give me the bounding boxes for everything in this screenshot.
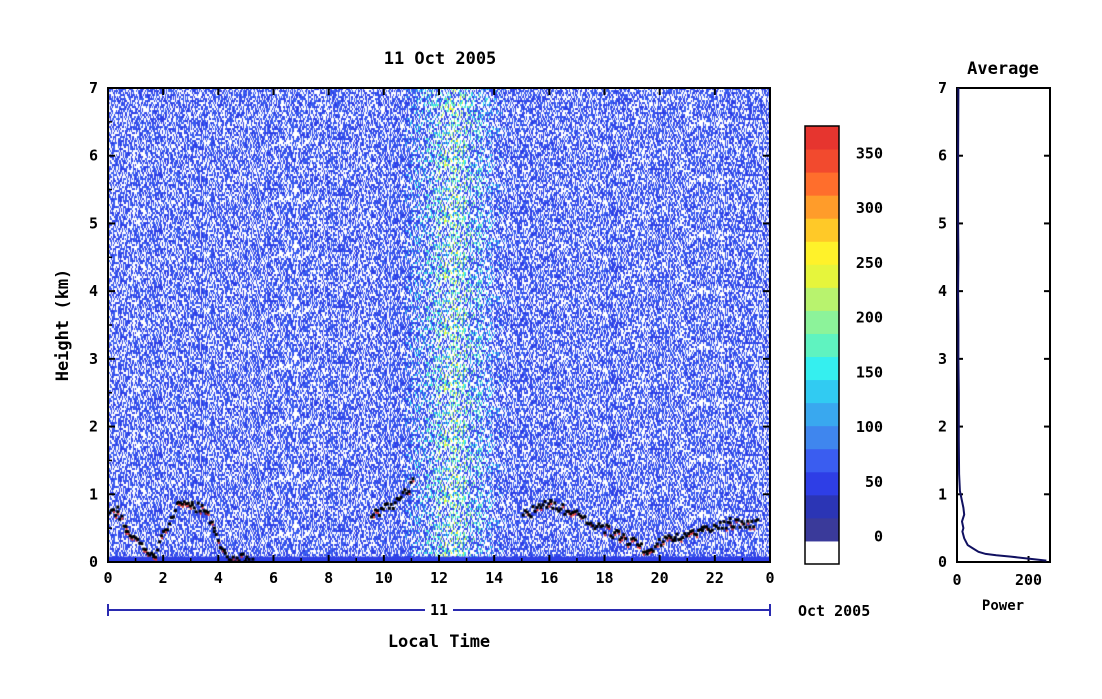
profile-plot: 0 1 2 3 4 5 6 7 0 200 [938,79,1051,589]
colorbar-tick-label: 300 [856,199,883,217]
colorbar-swatch [805,149,839,173]
x-tick-label: 14 [485,569,503,587]
x-tick-label: 4 [214,569,223,587]
y-tick-label: 5 [89,214,98,232]
colorbar-swatch [805,356,839,381]
date-bar-month: Oct 2005 [798,602,870,620]
colorbar-swatch [805,310,839,334]
colorbar-tick-label: 250 [856,254,883,272]
profile-y-tick-label: 4 [938,282,947,300]
colorbar-swatch [805,264,839,288]
x-tick-label: 10 [375,569,393,587]
y-tick-label: 2 [89,418,98,436]
colorbar-tick-label: 100 [856,418,883,436]
profile-x-label: Power [982,598,1024,614]
colorbar-swatch [805,379,839,404]
profile-y-tick-label: 3 [938,350,947,368]
colorbar-swatch [805,287,839,311]
date-bar-gap [425,602,453,618]
heatmap-cells [108,88,770,562]
colorbar-swatch [805,126,839,150]
y-tick-label: 3 [89,350,98,368]
profile-y-tick-label: 5 [938,214,947,232]
x-tick-label: 18 [595,569,613,587]
colorbar-swatch [805,494,839,519]
x-tick-label: 22 [706,569,724,587]
profile-y-tick-label: 6 [938,147,947,165]
x-tick-label: 20 [651,569,669,587]
colorbar-frame [804,125,840,565]
colorbar-swatch [805,540,839,565]
heatmap-image [108,88,770,562]
date-bar: 11 Oct 2005 [107,601,870,620]
x-axis-label: Local Time [388,632,490,652]
colorbar-swatch [805,471,839,496]
colorbar-tick-label: 50 [865,473,883,491]
colorbar-tick-label: 200 [856,309,883,327]
colorbar-swatch [805,425,839,450]
y-tick-label: 1 [89,485,98,503]
y-tick-label: 0 [89,553,98,571]
y-tick-label: 6 [89,147,98,165]
x-tick-label: 6 [269,569,278,587]
colorbar: 0 50 100 150 200 250 300 350 [804,125,883,565]
y-tick-label: 7 [89,79,98,97]
colorbar-swatch [805,241,839,265]
x-tick-label: 0 [765,569,774,587]
colorbar-swatch [805,195,839,219]
profile-x-tick-label: 0 [952,571,961,589]
x-tick-label: 8 [324,569,333,587]
x-tick-label: 16 [540,569,558,587]
colorbar-swatch [805,172,839,196]
y-tick-label: 4 [89,282,98,300]
profile-y-tick-label: 7 [938,79,947,97]
colorbar-swatch [805,218,839,242]
colorbar-swatch [805,517,839,542]
date-bar-day: 11 [430,601,448,619]
profile-y-tick-label: 0 [938,553,947,571]
profile-line [957,87,1047,562]
colorbar-swatch [805,448,839,473]
profile-title: Average [967,59,1039,79]
colorbar-tick-label: 350 [856,144,883,162]
profile-y-tick-label: 2 [938,418,947,436]
profile-x-tick-label: 200 [1015,571,1042,589]
colorbar-swatch [805,333,839,358]
y-axis-label: Height (km) [53,269,73,382]
colorbar-tick-label: 150 [856,363,883,381]
colorbar-tick-label: 0 [874,528,883,546]
x-tick-label: 12 [430,569,448,587]
x-tick-label: 0 [103,569,112,587]
main-title: 11 Oct 2005 [384,49,497,69]
x-tick-label: 2 [159,569,168,587]
colorbar-swatch [805,402,839,427]
profile-frame [956,87,1051,563]
profile-y-tick-label: 1 [938,485,947,503]
